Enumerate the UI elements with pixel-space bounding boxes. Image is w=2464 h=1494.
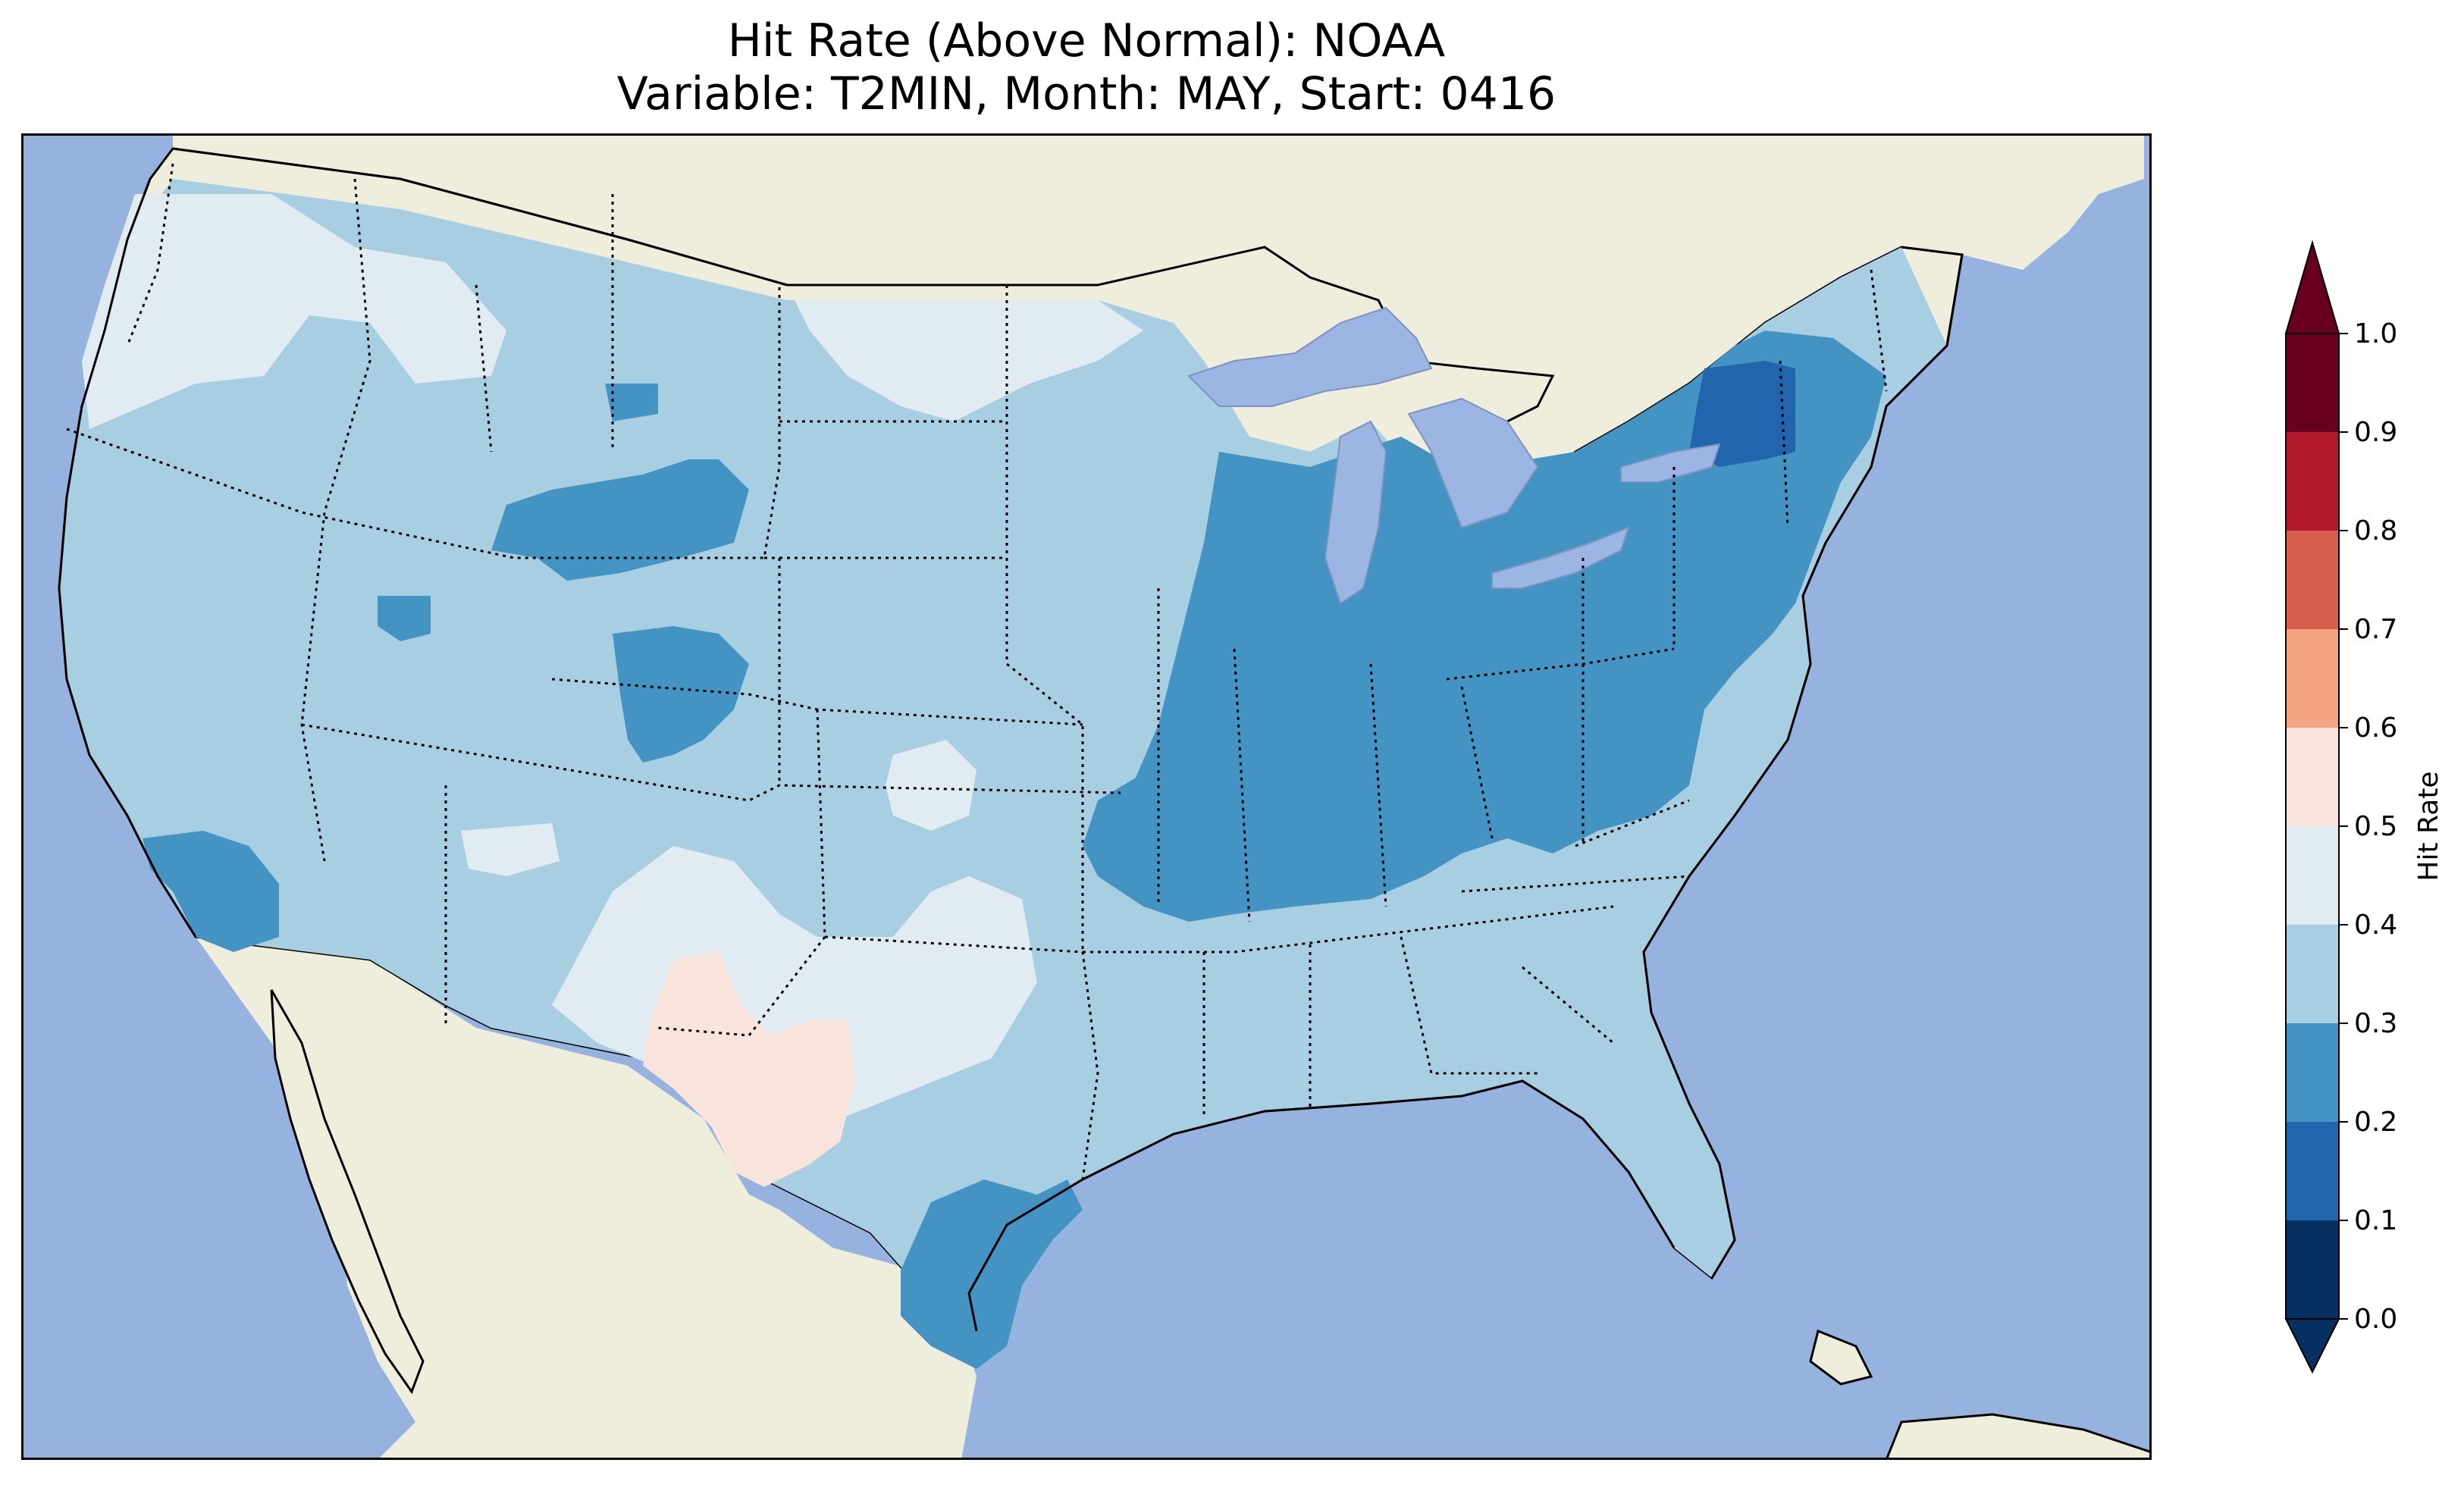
- lake-superior: [1187, 306, 1433, 407]
- hit-rate-patch-south-texas: [901, 1179, 1083, 1369]
- colorbar-bin: [2286, 1220, 2339, 1319]
- colorbar-ticks: 0.0 0.1 0.2 0.3 0.4 0.5 0.6 0.7 0.8 0.9 1.0: [2339, 318, 2397, 1335]
- hit-rate-patch-kansas: [886, 740, 977, 831]
- colorbar-tick-label: 0.0: [2354, 1304, 2397, 1335]
- colorbar-svg: 0.0 0.1 0.2 0.3 0.4 0.5 0.6 0.7 0.8 0.9 1.0 Hit Ra…: [2284, 240, 2444, 1374]
- hit-rate-patch-wyoming: [491, 459, 749, 581]
- colorbar-tick-label: 0.2: [2354, 1107, 2397, 1138]
- hit-rate-patch-socal: [461, 823, 560, 876]
- colorbar-label: Hit Rate: [2413, 771, 2444, 881]
- colorbar-bin: [2286, 629, 2339, 728]
- colorbar: 0.0 0.1 0.2 0.3 0.4 0.5 0.6 0.7 0.8 0.9 1.0 Hit Ra…: [2278, 235, 2453, 1380]
- colorbar-bins: [2286, 334, 2339, 1319]
- lake-ontario: [1620, 443, 1721, 483]
- colorbar-tick-label: 0.7: [2354, 614, 2397, 645]
- colorbar-tick-label: 0.8: [2354, 515, 2397, 547]
- state-borders: [66, 163, 1888, 1180]
- colorbar-extend-min: [2284, 1318, 2340, 1374]
- hit-rate-patch-utah: [378, 596, 431, 641]
- hit-rate-patch-nw: [82, 194, 506, 429]
- colorbar-tick-label: 1.0: [2354, 318, 2397, 349]
- lake-huron: [1407, 397, 1539, 529]
- colorbar-bin: [2286, 1023, 2339, 1122]
- hit-rate-patch-socal-2: [143, 831, 279, 952]
- colorbar-bin: [2286, 925, 2339, 1023]
- colorbar-bin: [2286, 531, 2339, 629]
- baja-peninsula: [270, 989, 425, 1395]
- hit-rate-base-0-3-0-4: [59, 179, 1947, 1331]
- colorbar-bin: [2286, 334, 2339, 432]
- island-cuba: [1885, 1413, 2152, 1460]
- canada-border: [172, 147, 1098, 287]
- colorbar-tick-label: 0.9: [2354, 417, 2397, 448]
- colorbar-tick-label: 0.5: [2354, 811, 2397, 842]
- hit-rate-patch-texas-nm: [643, 952, 855, 1187]
- map-panel: [21, 133, 2152, 1460]
- map-title: Hit Rate (Above Normal): NOAA: [727, 14, 1446, 67]
- colorbar-bin: [2286, 728, 2339, 826]
- lake-michigan: [1324, 420, 1387, 605]
- hit-rate-patch-new-york: [1689, 361, 1795, 467]
- canada-land: [173, 133, 2144, 528]
- map-border: [21, 133, 2152, 1460]
- colorbar-bin: [2286, 1122, 2339, 1220]
- gulf-coastline: [967, 1079, 1676, 1332]
- map-canvas: [21, 133, 2152, 1460]
- colorbar-bin: [2286, 432, 2339, 531]
- hit-rate-patch-colorado: [613, 626, 749, 763]
- hit-rate-patch-dakotas: [795, 300, 1143, 421]
- colorbar-tick-label: 0.4: [2354, 910, 2397, 941]
- lake-erie: [1491, 526, 1630, 589]
- colorbar-bin: [2286, 826, 2339, 925]
- colorbar-tick-label: 0.1: [2354, 1205, 2397, 1236]
- island-bahamas: [1809, 1329, 1873, 1386]
- hit-rate-patch-great-lakes: [1083, 330, 1886, 922]
- us-coastline: [58, 178, 197, 938]
- colorbar-tick-label: 0.3: [2354, 1008, 2397, 1039]
- colorbar-tick-label: 0.6: [2354, 713, 2397, 744]
- east-coastline: [1642, 246, 1964, 1279]
- map-subtitle: Variable: T2MIN, Month: MAY, Start: 0416: [616, 67, 1556, 121]
- hit-rate-patch-montana: [605, 384, 658, 421]
- colorbar-extend-max: [2284, 240, 2340, 334]
